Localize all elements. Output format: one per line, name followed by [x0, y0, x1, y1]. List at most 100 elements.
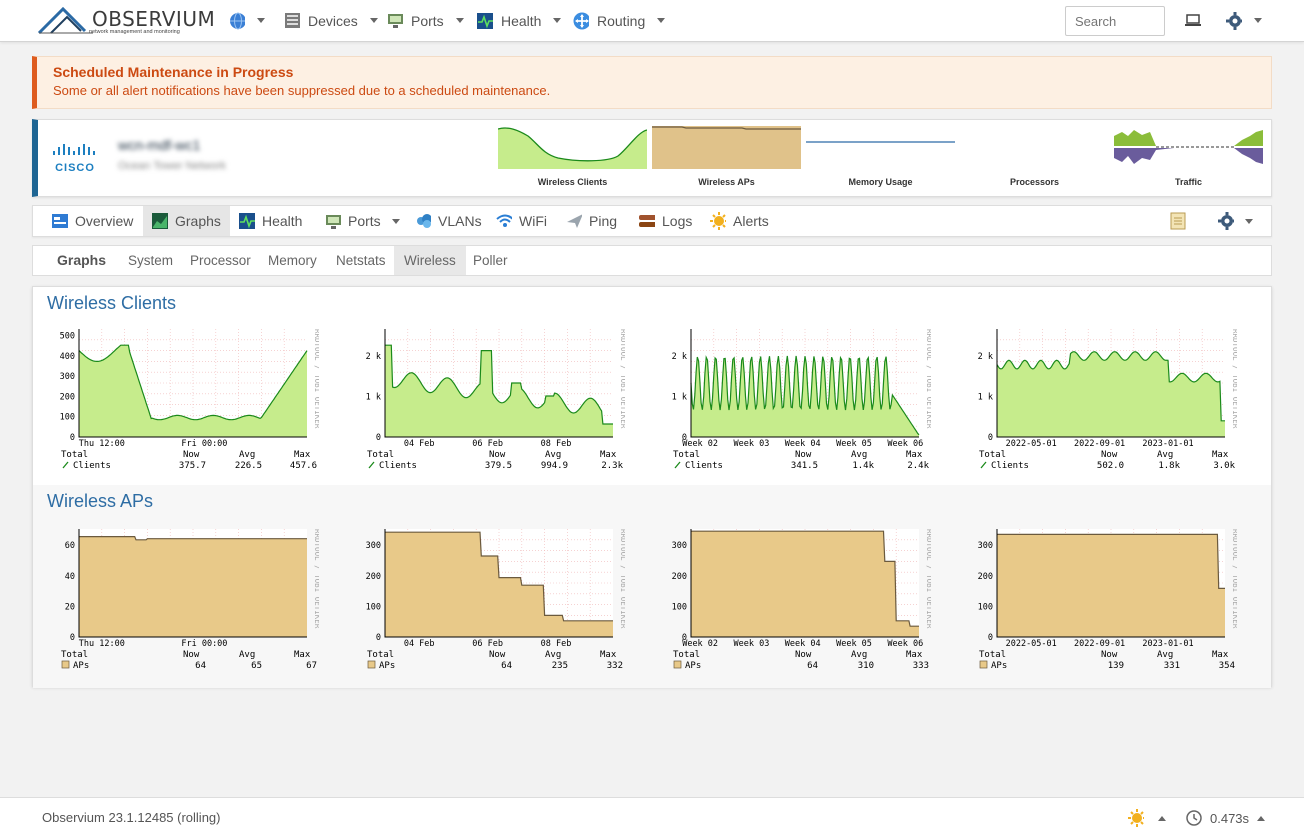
aps-graph-0[interactable]: 60 40 20 0 Thu 12:00 Fri 00:00 RRDTOOL / TOBI … [49, 521, 319, 681]
series-area [691, 531, 919, 637]
tab-label: Logs [662, 213, 693, 229]
subtab-poller[interactable]: Poller [473, 253, 508, 268]
tab-ports[interactable]: Ports [316, 206, 409, 236]
legend-total-label: Total [61, 650, 88, 660]
nav-health[interactable]: Health [477, 0, 562, 41]
nav-devices[interactable]: Devices [284, 0, 378, 41]
mini-graph-traffic[interactable]: Traffic [1114, 126, 1263, 187]
legend-max-value: 67 [306, 661, 317, 671]
legend-swatch [61, 660, 70, 669]
sun-icon [1128, 809, 1144, 827]
tab-logs[interactable]: Logs [630, 206, 701, 236]
x-tick-label: Week 03 [734, 439, 770, 449]
series-line [690, 355, 920, 436]
legend-series-label: Clients [73, 461, 111, 471]
mini-graph-wireless-aps[interactable]: Wireless APs [652, 126, 801, 187]
mini-graph-label: Processors [1009, 177, 1060, 187]
axis-lines [384, 529, 613, 638]
x-tick-label: 2022-05-01 [1006, 439, 1057, 449]
footer: Observium 23.1.12485 (rolling) 0.473s [0, 797, 1304, 837]
timing-menu[interactable]: 0.473s [1186, 798, 1266, 837]
legend-total-label: Total [979, 650, 1006, 660]
y-tick-label: 100 [672, 602, 687, 612]
tab-overview[interactable]: Overview [43, 206, 142, 236]
legend-avg-value: 310 [858, 661, 874, 671]
graphs-panel: Wireless Clients Wireless APs 500 400 300 2… [32, 286, 1272, 688]
y-tick-label: 60 [65, 541, 75, 551]
search-input[interactable] [1065, 6, 1165, 36]
y-tick-label: 200 [672, 572, 687, 582]
x-tick-label: Week 03 [734, 639, 770, 649]
alert-title: Scheduled Maintenance in Progress [53, 64, 294, 80]
tab-vlans[interactable]: VLANs [406, 206, 491, 236]
subtab-heading: Graphs [57, 252, 107, 268]
observium-logo[interactable]: OBSERVIUM network management and monitor… [37, 5, 215, 37]
x-tick-label: 08 Feb [541, 439, 572, 449]
legend-col-max: Max [294, 450, 311, 460]
clients-graph-3[interactable]: 2 k 1 k 0 2022-05-01 2022-09-01 2023-01-01 RRD… [967, 321, 1237, 481]
legend-avg-value: 226.5 [235, 461, 262, 471]
legend-col-max: Max [1212, 450, 1229, 460]
legend-swatch [367, 660, 376, 669]
legend-col-avg: Avg [239, 450, 255, 460]
y-tick-label: 2 k [366, 352, 381, 362]
tab-label: Graphs [175, 213, 221, 229]
gear-icon [1226, 11, 1242, 30]
legend-max-value: 2.3k [601, 461, 623, 471]
tab-wifi[interactable]: WiFi [487, 206, 556, 236]
y-tick-label: 0 [70, 633, 75, 643]
legend-series-label: Clients [685, 461, 723, 471]
series-area [691, 356, 919, 437]
legend-col-avg: Avg [239, 650, 255, 660]
chevron-down-icon [257, 18, 265, 23]
nav-ports[interactable]: Ports [387, 0, 464, 41]
aps-graph-1[interactable]: 300 200 100 0 04 Feb 06 Feb 08 Feb RRDTOOL / TO… [355, 521, 625, 681]
legend-col-now: Now [489, 450, 506, 460]
subtab-wireless[interactable]: Wireless [394, 246, 466, 275]
alert-status-menu[interactable] [1128, 798, 1166, 837]
x-tick-label: Fri 00:00 [181, 639, 227, 649]
tab-graphs[interactable]: Graphs [143, 206, 230, 236]
tab-ping[interactable]: Ping [557, 206, 626, 236]
aps-graph-3[interactable]: 300 200 100 0 2022-05-01 2022-09-01 2023-01-01… [967, 521, 1237, 681]
legend-swatch [62, 461, 69, 469]
chevron-down-icon [455, 18, 464, 23]
mini-graph-memory[interactable]: Memory Usage [806, 126, 955, 187]
tab-alerts[interactable]: Alerts [701, 206, 778, 236]
notes-button[interactable] [1161, 206, 1195, 236]
legend-avg-value: 994.9 [541, 461, 568, 471]
axis-lines [78, 529, 307, 638]
legend-avg-value: 1.4k [852, 461, 874, 471]
mini-graph-processors[interactable]: Processors [960, 126, 1109, 187]
legend-col-now: Now [489, 650, 506, 660]
y-tick-label: 0 [988, 633, 993, 643]
device-hostname[interactable]: wcn-mdf-wc1 [118, 137, 201, 153]
tab-health[interactable]: Health [230, 206, 311, 236]
nav-routing[interactable]: Routing [573, 0, 666, 41]
laptop-icon [1185, 13, 1201, 29]
x-tick-label: Week 06 [887, 639, 923, 649]
legend-col-now: Now [183, 450, 200, 460]
legend-series-label: APs [991, 661, 1007, 671]
subtab-system[interactable]: System [128, 253, 174, 268]
device-settings-menu[interactable] [1209, 206, 1262, 236]
nav-globe-menu[interactable] [229, 0, 265, 41]
clients-graph-0[interactable]: 500 400 300 200 100 0 Thu 12:00 Fri 00:00 RRDTOO… [49, 321, 319, 481]
y-tick-label: 500 [60, 331, 75, 341]
device-tab-bar: Overview Graphs Health Ports VLANs WiFi … [32, 205, 1272, 237]
rrdtool-credit: RRDTOOL / TOBI OETIKER [925, 529, 931, 629]
clients-graph-1[interactable]: 2 k 1 k 0 04 Feb 06 Feb 08 Feb RRDTOOL / TOBI … [355, 321, 625, 481]
mini-graph-wireless-clients[interactable]: Wireless Clients [498, 126, 647, 187]
series-area [385, 532, 613, 637]
subtab-processor[interactable]: Processor [190, 253, 251, 268]
laptop-button[interactable] [1185, 0, 1201, 41]
rrdtool-credit: RRDTOOL / TOBI OETIKER [925, 329, 931, 429]
subtab-memory[interactable]: Memory [268, 253, 317, 268]
logo-tagline: network management and monitoring [89, 29, 180, 35]
settings-menu[interactable] [1226, 0, 1262, 41]
subtab-netstats[interactable]: Netstats [336, 253, 386, 268]
series-area [79, 345, 307, 437]
y-tick-label: 400 [60, 352, 75, 362]
